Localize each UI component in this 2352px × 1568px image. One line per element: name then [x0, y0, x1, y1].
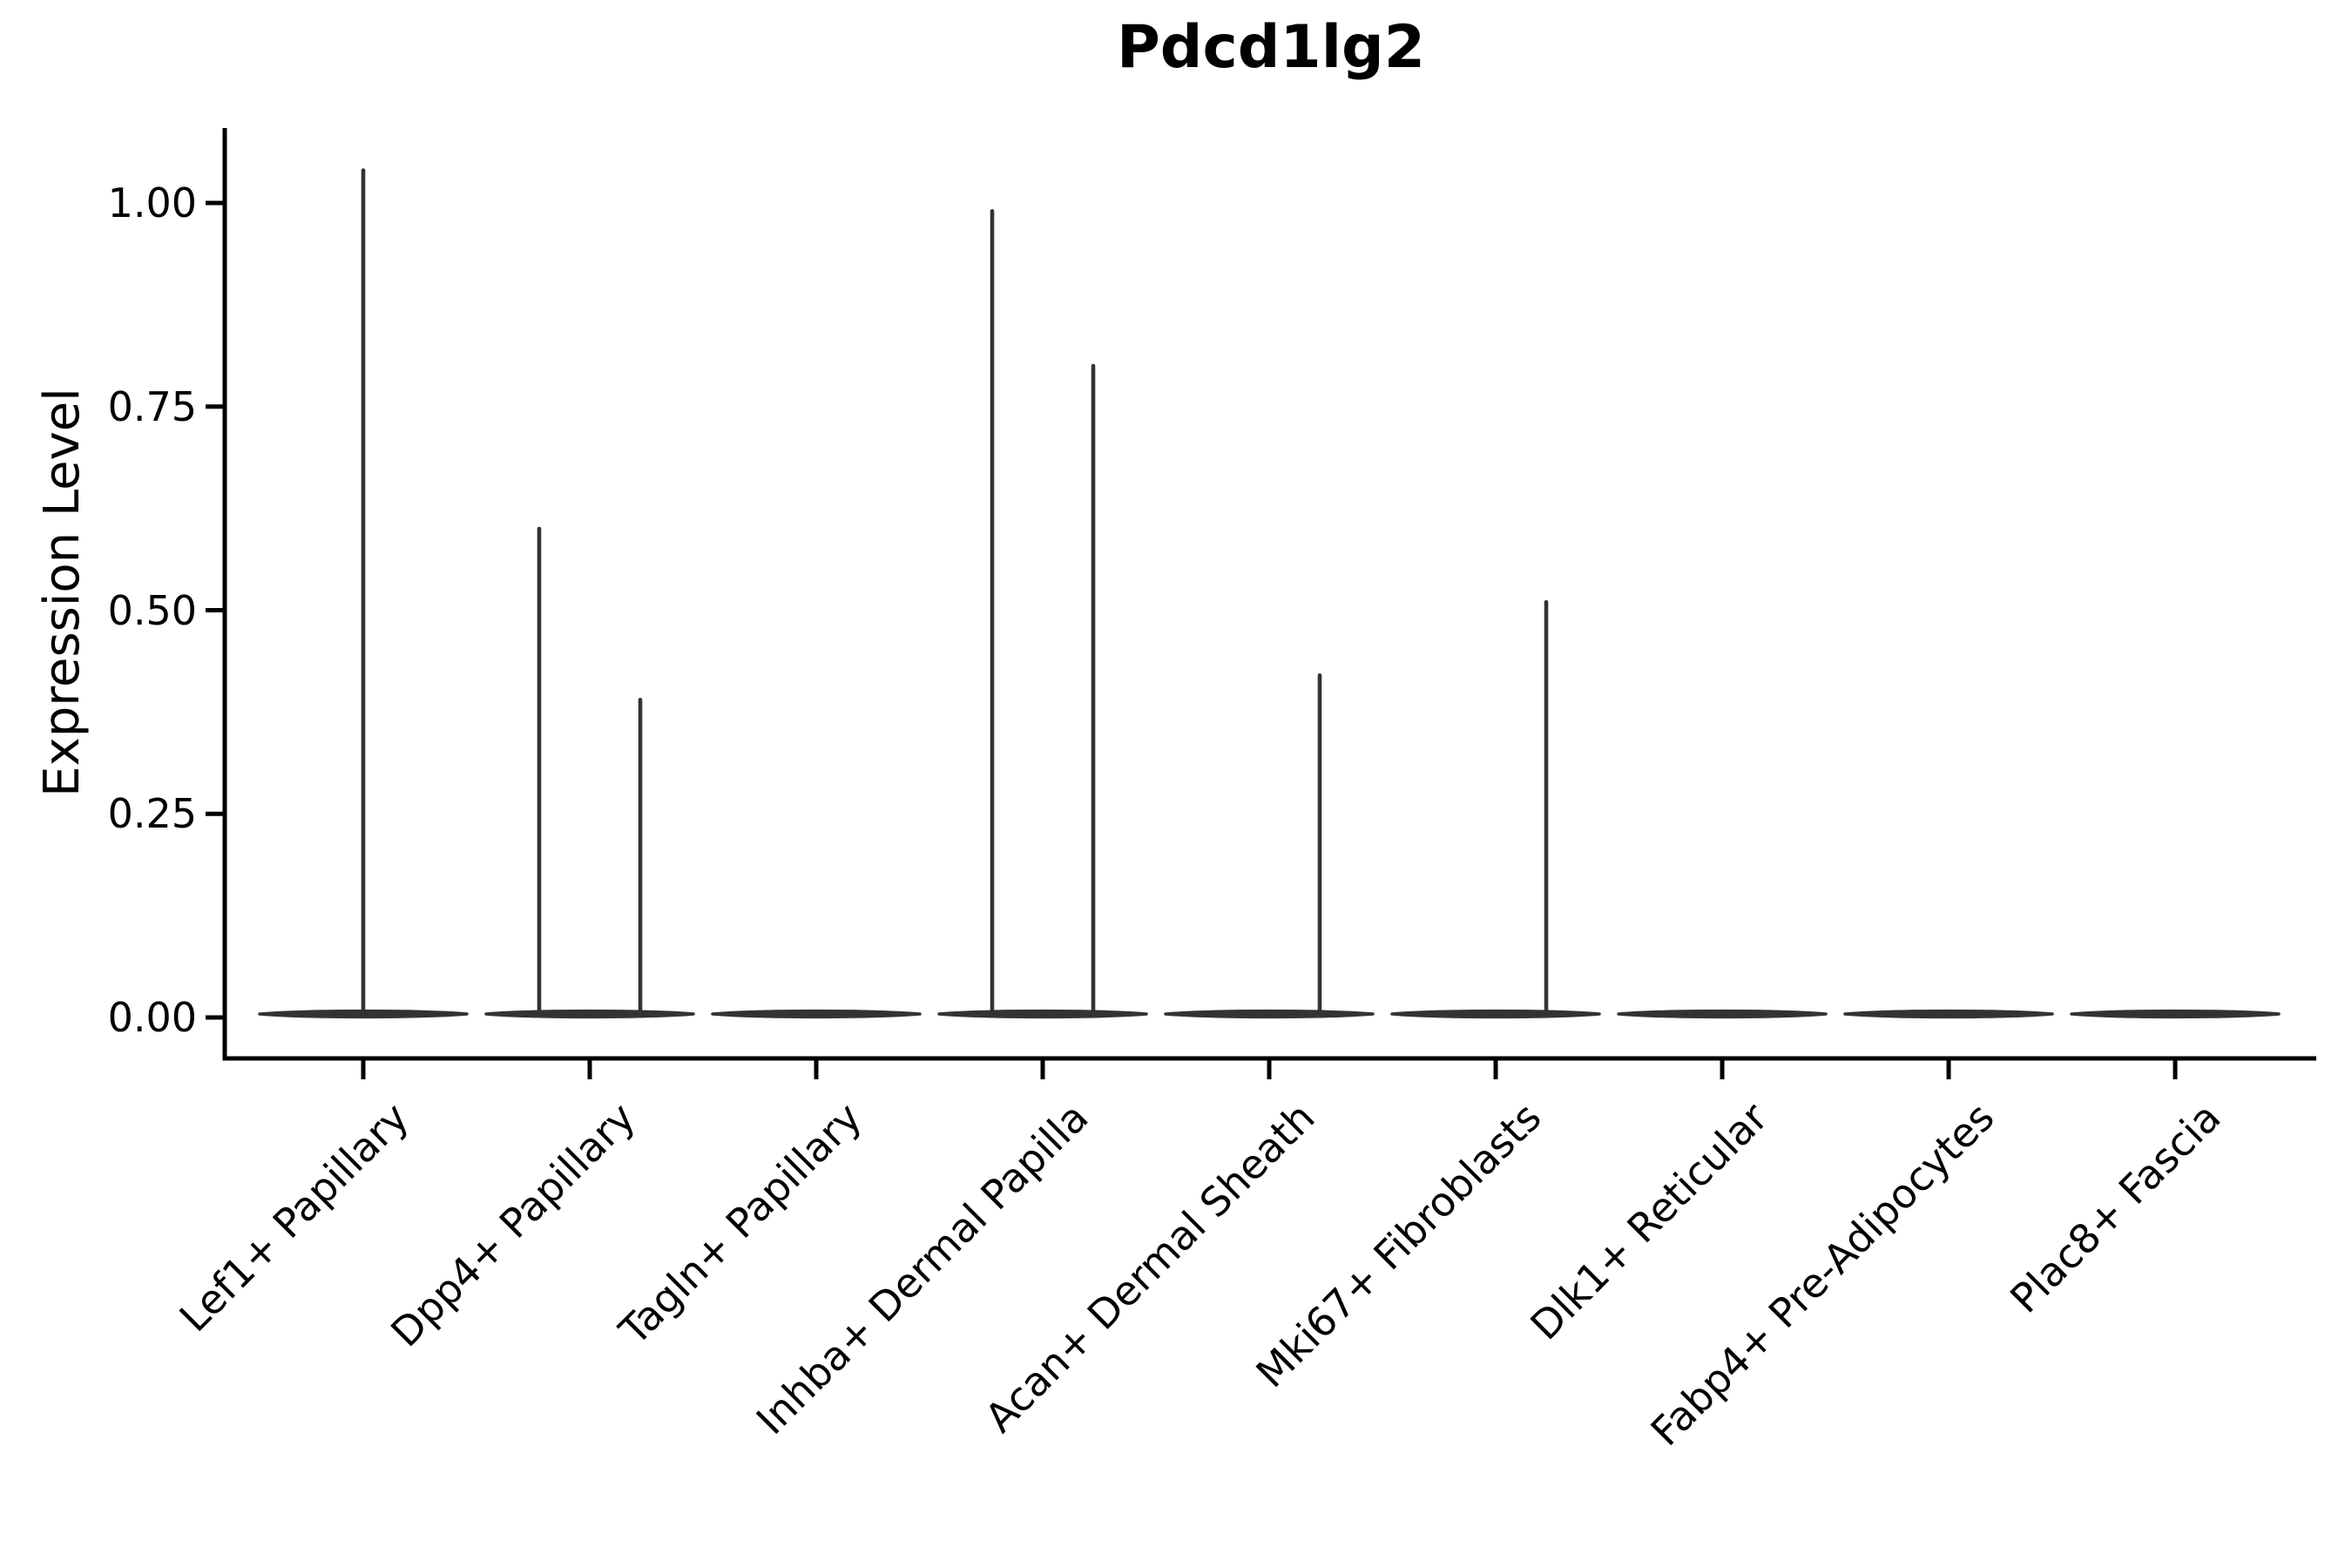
- violin-baseline: [711, 1009, 922, 1019]
- violin-baseline: [484, 1009, 695, 1019]
- violin-baseline: [1164, 1009, 1375, 1019]
- violin-baseline: [1843, 1009, 2054, 1019]
- y-tick-label: 0.75: [107, 382, 197, 430]
- violin-baseline: [1390, 1009, 1601, 1019]
- y-tick-label: 1.00: [107, 179, 197, 226]
- chart-title: Pdcd1lg2: [1116, 13, 1426, 82]
- violin-baseline: [2070, 1009, 2281, 1019]
- y-tick-label: 0.50: [107, 586, 197, 634]
- y-tick-label: 0.25: [107, 790, 197, 838]
- y-tick-label: 0.00: [107, 994, 197, 1041]
- violin-baseline: [1617, 1009, 1828, 1019]
- violin-baseline: [937, 1009, 1148, 1019]
